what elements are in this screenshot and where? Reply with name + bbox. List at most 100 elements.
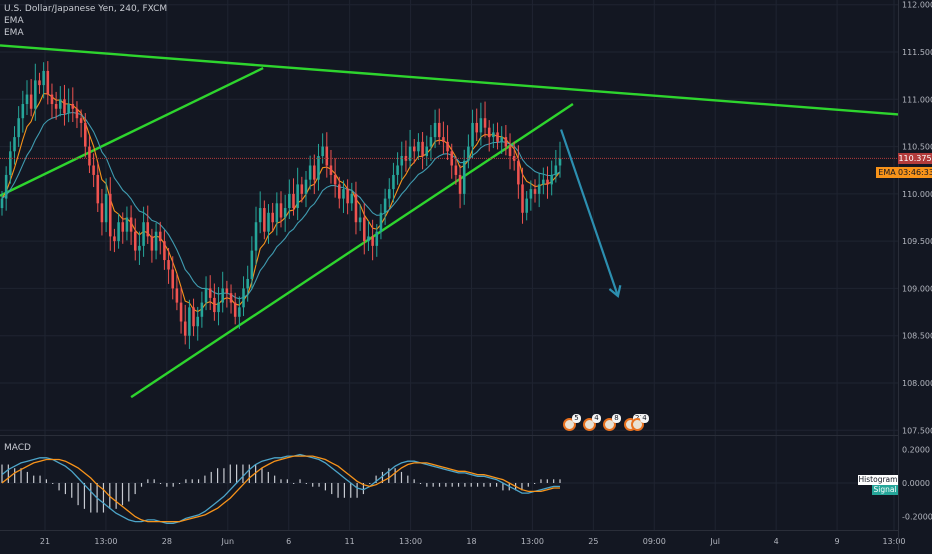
candle-body (154, 231, 158, 251)
candle-body (238, 307, 241, 317)
candle-body (454, 165, 458, 175)
candle-body (192, 307, 195, 327)
ema-indicator-label-2[interactable]: EMA (4, 28, 24, 38)
price-axis-label: 110.000 (902, 190, 932, 199)
time-axis-label: 25 (588, 537, 598, 546)
candle-body (462, 160, 466, 194)
candle-body (487, 127, 491, 138)
price-axis-label: 110.500 (902, 143, 932, 152)
macd-axis-labels: 0.2000 0.0000 -0.2000 (902, 445, 932, 521)
histogram-tag: Histogram (858, 475, 898, 485)
time-axis-label: 09:00 (643, 537, 666, 546)
candle-body (146, 222, 150, 237)
price-axis-label: 112.000 (902, 1, 932, 10)
candle-body (267, 212, 270, 232)
candle-body (9, 151, 12, 175)
candle-body (500, 137, 503, 142)
candle-body (225, 288, 229, 294)
macd-line[interactable] (1, 453, 560, 524)
price-axis-labels: 112.000 111.500 111.000 110.500 110.000 109.5… (902, 1, 932, 436)
candle-body (263, 208, 266, 232)
ema-tag-label: EMA (876, 167, 898, 178)
candle-body (404, 156, 408, 161)
candle-body (446, 141, 449, 152)
time-axis-label: 21 (40, 537, 50, 546)
trendlines (0, 44, 899, 399)
candle-body (496, 132, 499, 142)
candle-body (150, 236, 154, 251)
candle-body (92, 165, 95, 175)
macd-lines (1, 453, 560, 524)
signal-line[interactable] (1, 455, 560, 523)
ema-indicator-label-1[interactable]: EMA (4, 16, 24, 26)
candle-body (204, 288, 208, 303)
candle-body (200, 302, 204, 317)
time-axis-label: 13:00 (882, 537, 905, 546)
candle-body (46, 70, 50, 95)
candle-body (396, 165, 399, 175)
candle-body (167, 260, 170, 270)
macd-axis-label: -0.2000 (902, 513, 932, 522)
candle-body (329, 165, 333, 175)
candlestick-series (0, 61, 562, 349)
candle-body (333, 174, 337, 185)
candle-body (13, 137, 16, 152)
time-axis-label: 4 (774, 537, 779, 546)
candle-body (429, 137, 433, 147)
symbol-title[interactable]: U.S. Dollar/Japanese Yen, 240, FXCM (4, 4, 168, 14)
projection-arrow-shaft[interactable] (560, 129, 619, 297)
ema-slow-line[interactable] (1, 111, 561, 300)
candle-body (42, 70, 45, 86)
candle-body (550, 174, 553, 185)
candle-body (0, 198, 4, 209)
candle-body (221, 288, 224, 303)
trendline-upper[interactable] (0, 44, 899, 116)
candle-body (387, 189, 391, 199)
candle-body (108, 193, 112, 237)
candle-body (492, 132, 495, 138)
macd-indicator-label[interactable]: MACD (4, 443, 31, 453)
candle-body (412, 146, 416, 152)
candle-body (84, 122, 87, 147)
price-axis-label: 109.000 (902, 284, 932, 293)
candle-body (188, 307, 191, 336)
candle-body (171, 269, 175, 289)
candle-body (254, 222, 258, 251)
candle-body (258, 208, 262, 223)
time-axis-label: 6 (286, 537, 291, 546)
candle-body (271, 212, 274, 223)
current-price-tag: 110.375 (898, 153, 932, 164)
candle-body (229, 293, 233, 303)
candle-body (67, 104, 70, 114)
candle-body (250, 250, 254, 279)
candle-body (113, 236, 116, 242)
candle-body (417, 141, 420, 152)
candle-body (475, 122, 478, 133)
candle-body (54, 104, 58, 109)
candle-body (142, 222, 145, 246)
time-axis-label: 11 (345, 537, 355, 546)
candle-body (175, 288, 179, 303)
grid-lines (0, 0, 898, 530)
candle-body (279, 203, 283, 218)
candle-body (158, 231, 162, 242)
candle-body (437, 122, 441, 138)
price-axis-label: 107.500 (902, 426, 932, 435)
candle-body (554, 165, 558, 175)
candle-body (383, 198, 387, 213)
trendline-channel-top[interactable] (0, 67, 264, 197)
trendline-channel-bottom[interactable] (130, 103, 574, 399)
candle-body (34, 80, 37, 109)
candle-body (321, 146, 324, 157)
economic-event-count: 4 (640, 414, 649, 423)
candle-body (542, 179, 545, 185)
candle-body (283, 208, 287, 218)
candle-body (304, 179, 308, 194)
time-axis-labels: 21 13:00 28 Jun 6 11 13:00 18 13:00 25 09:00 Jul 4 9 1… (40, 537, 906, 546)
candle-body (313, 165, 316, 180)
candle-body (88, 146, 91, 166)
macd-histogram (1, 464, 561, 513)
candle-body (371, 236, 374, 246)
